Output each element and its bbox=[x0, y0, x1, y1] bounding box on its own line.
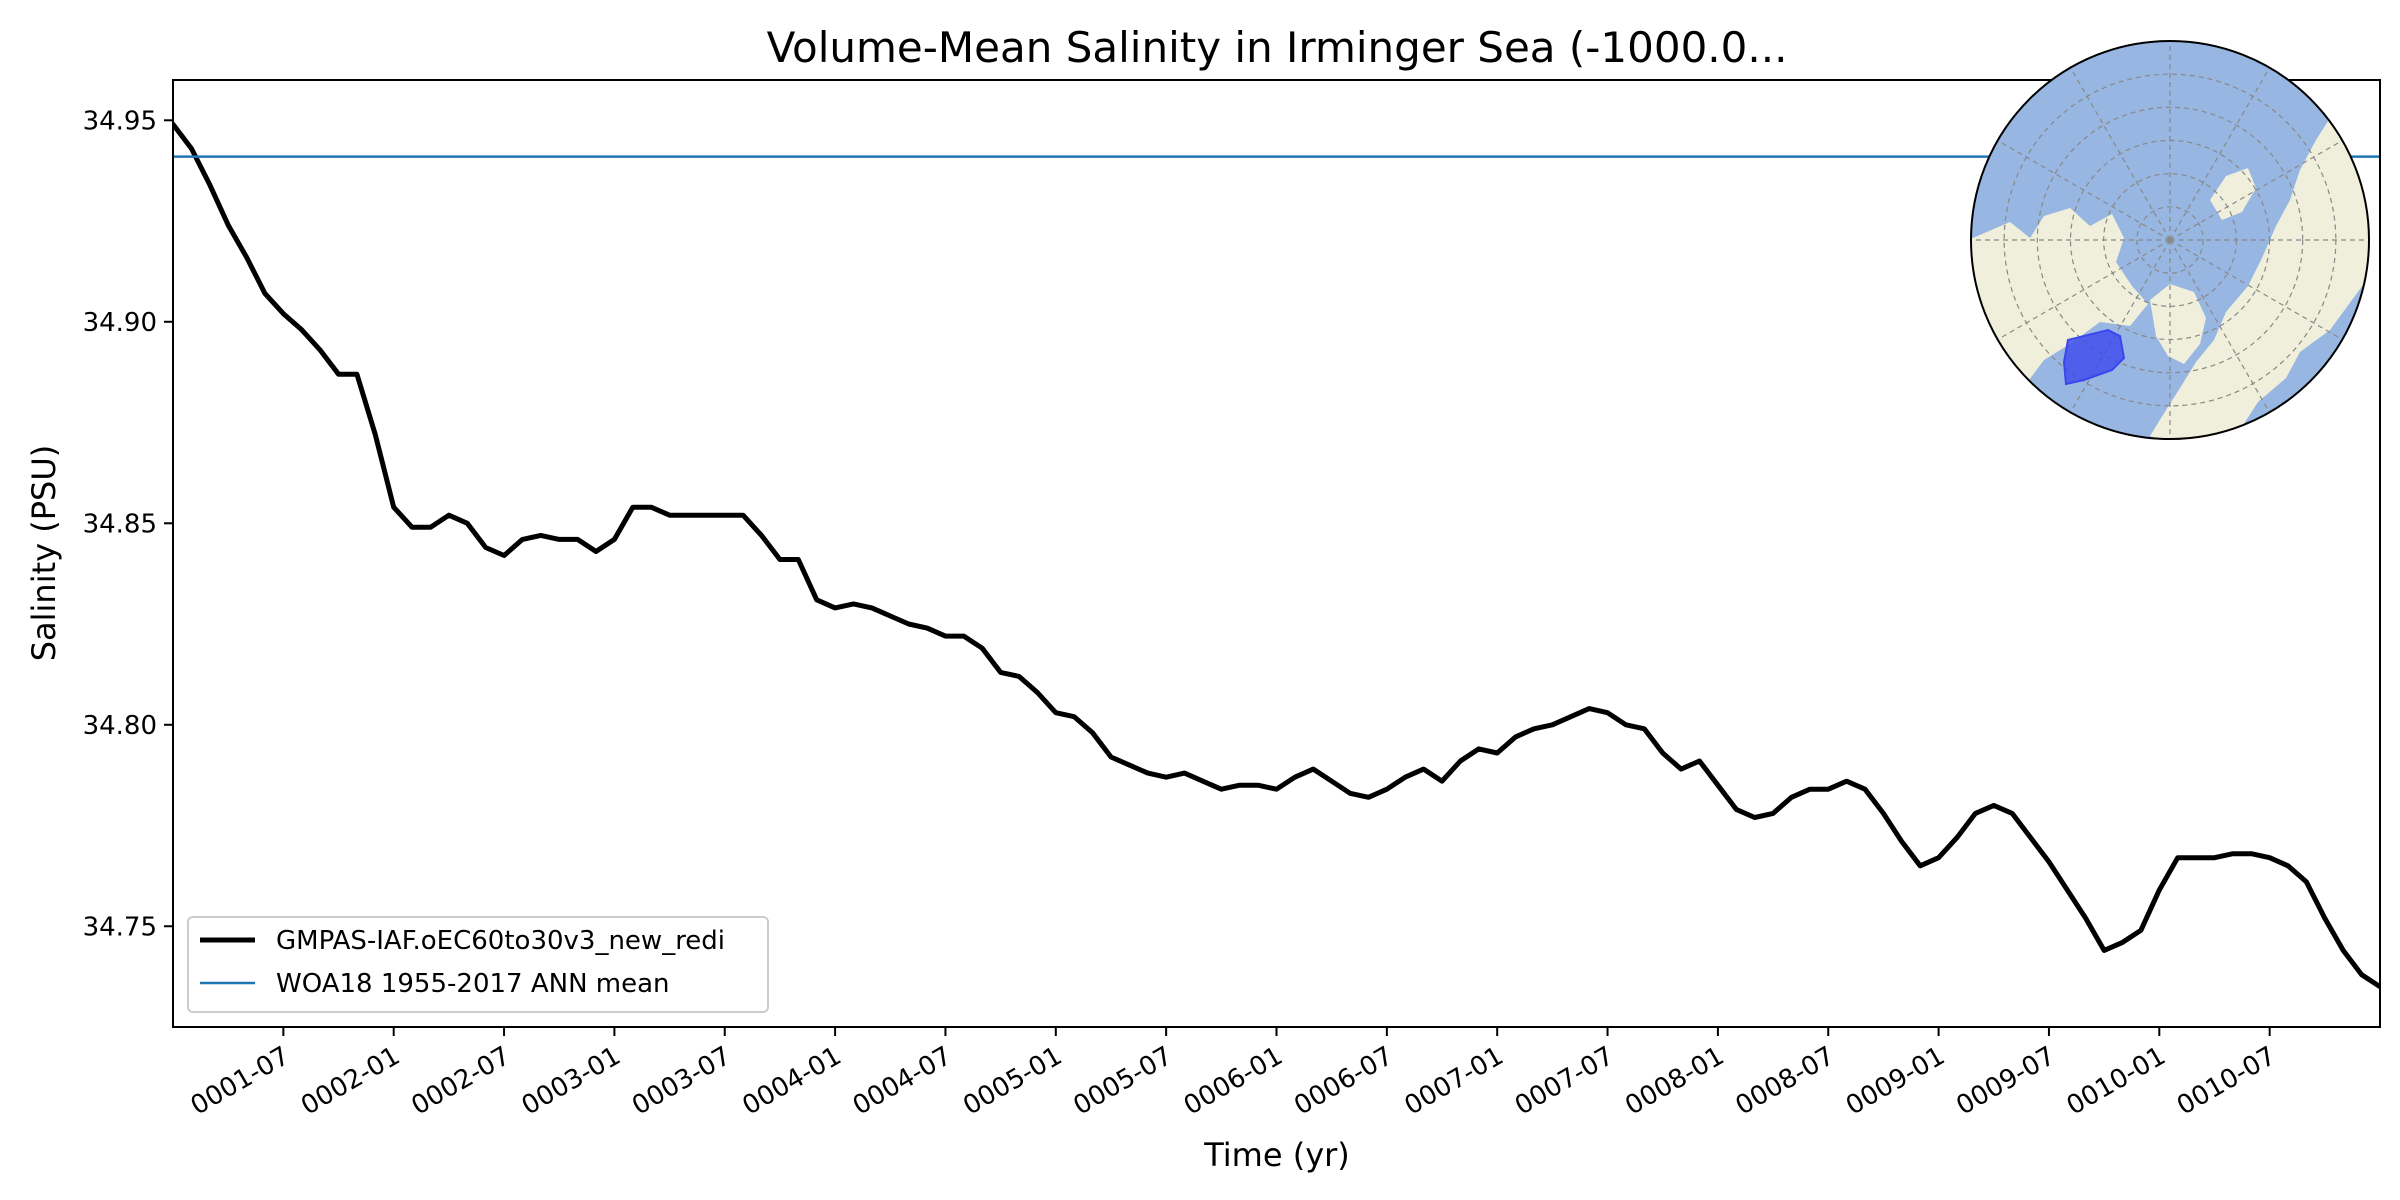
longitude-line bbox=[2169, 139, 2343, 241]
inset-map-graticule bbox=[1971, 41, 2369, 439]
landmass-arctic-islands bbox=[2210, 168, 2256, 220]
y-tick-label: 34.75 bbox=[83, 912, 157, 942]
y-tick-label: 34.95 bbox=[83, 106, 157, 136]
longitude-line bbox=[2169, 67, 2271, 241]
y-axis: 34.75 34.80 34.85 34.90 34.95 bbox=[83, 106, 173, 942]
latitude-circle bbox=[2136, 206, 2204, 274]
legend-label-model: GMPAS-IAF.oEC60to30v3_new_redi bbox=[276, 926, 725, 956]
region-inset-map bbox=[1970, 40, 2370, 440]
y-tick-label: 34.85 bbox=[83, 509, 157, 539]
legend-label-woa18: WOA18 1955-2017 ANN mean bbox=[276, 969, 670, 999]
landmass-svalbard bbox=[2268, 306, 2296, 334]
longitude-line bbox=[1997, 139, 2171, 241]
y-axis-title: Salinity (PSU) bbox=[25, 445, 63, 662]
irminger-sea-region bbox=[2062, 328, 2126, 386]
greenland-land bbox=[2150, 284, 2206, 364]
longitude-line bbox=[1997, 239, 2171, 341]
inset-map-border bbox=[1970, 40, 2370, 440]
landmass-eurasia bbox=[2150, 118, 2369, 439]
longitude-line bbox=[2169, 239, 2343, 341]
legend-box bbox=[187, 916, 769, 1013]
longitude-line bbox=[2169, 239, 2271, 413]
x-axis-title: Time (yr) bbox=[1203, 1136, 1350, 1174]
y-tick-label: 34.80 bbox=[83, 711, 157, 741]
latitude-circle bbox=[2036, 106, 2304, 374]
legend: GMPAS-IAF.oEC60to30v3_new_redi WOA18 195… bbox=[187, 916, 769, 1013]
chart-title: Volume-Mean Salinity in Irminger Sea (-1… bbox=[767, 23, 1788, 72]
y-tick-label: 34.90 bbox=[83, 308, 157, 338]
longitude-line bbox=[2069, 67, 2171, 241]
longitude-line bbox=[2069, 239, 2171, 413]
series-line-model bbox=[173, 121, 2380, 990]
